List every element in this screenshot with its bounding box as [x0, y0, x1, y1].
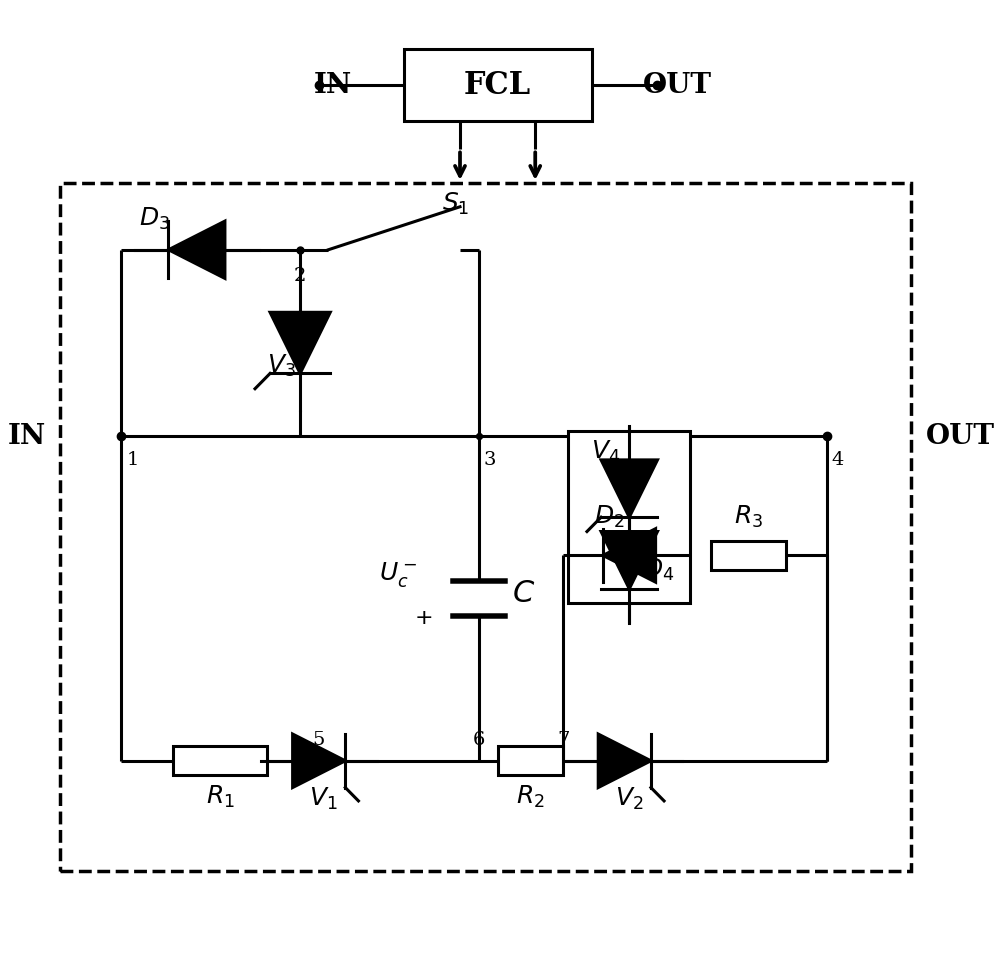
Text: 8: 8	[639, 556, 651, 574]
Text: $V_3$: $V_3$	[267, 353, 295, 378]
Bar	[498, 746, 563, 775]
Text: OUT: OUT	[925, 422, 994, 449]
Text: $R_3$: $R_3$	[734, 504, 763, 531]
Text: $V_2$: $V_2$	[615, 786, 644, 812]
Bar	[711, 541, 786, 570]
Polygon shape	[598, 734, 651, 787]
Text: $U_c^-$: $U_c^-$	[379, 560, 418, 589]
Text: $R_1$: $R_1$	[206, 784, 235, 810]
Polygon shape	[603, 529, 656, 582]
Text: FCL: FCL	[464, 70, 531, 101]
Text: IN: IN	[314, 72, 352, 99]
Text: $D_2$: $D_2$	[594, 504, 625, 531]
Text: $+$: $+$	[414, 606, 432, 628]
Polygon shape	[601, 532, 657, 589]
Text: $D_3$: $D_3$	[139, 206, 170, 232]
Text: 4: 4	[832, 451, 844, 468]
Text: 3: 3	[484, 451, 496, 468]
Polygon shape	[601, 460, 657, 517]
Text: 1: 1	[127, 451, 139, 468]
Text: 2: 2	[294, 267, 306, 285]
Text: $R_2$: $R_2$	[516, 784, 545, 810]
Text: OUT: OUT	[643, 72, 712, 99]
Text: $D_4$: $D_4$	[643, 557, 675, 582]
Text: $S_1$: $S_1$	[442, 191, 469, 217]
Text: 7: 7	[557, 731, 570, 749]
Text: $C$: $C$	[512, 578, 535, 609]
Text: IN: IN	[8, 422, 46, 449]
Polygon shape	[270, 312, 330, 374]
Polygon shape	[168, 221, 225, 279]
Text: $V_4$: $V_4$	[591, 439, 620, 466]
Bar	[404, 49, 592, 121]
Bar	[60, 183, 911, 871]
Text: 5: 5	[313, 731, 325, 749]
Bar	[173, 746, 267, 775]
Polygon shape	[293, 734, 345, 787]
Text: $V_1$: $V_1$	[309, 786, 338, 812]
Bar	[568, 431, 690, 604]
Text: 6: 6	[473, 731, 485, 749]
